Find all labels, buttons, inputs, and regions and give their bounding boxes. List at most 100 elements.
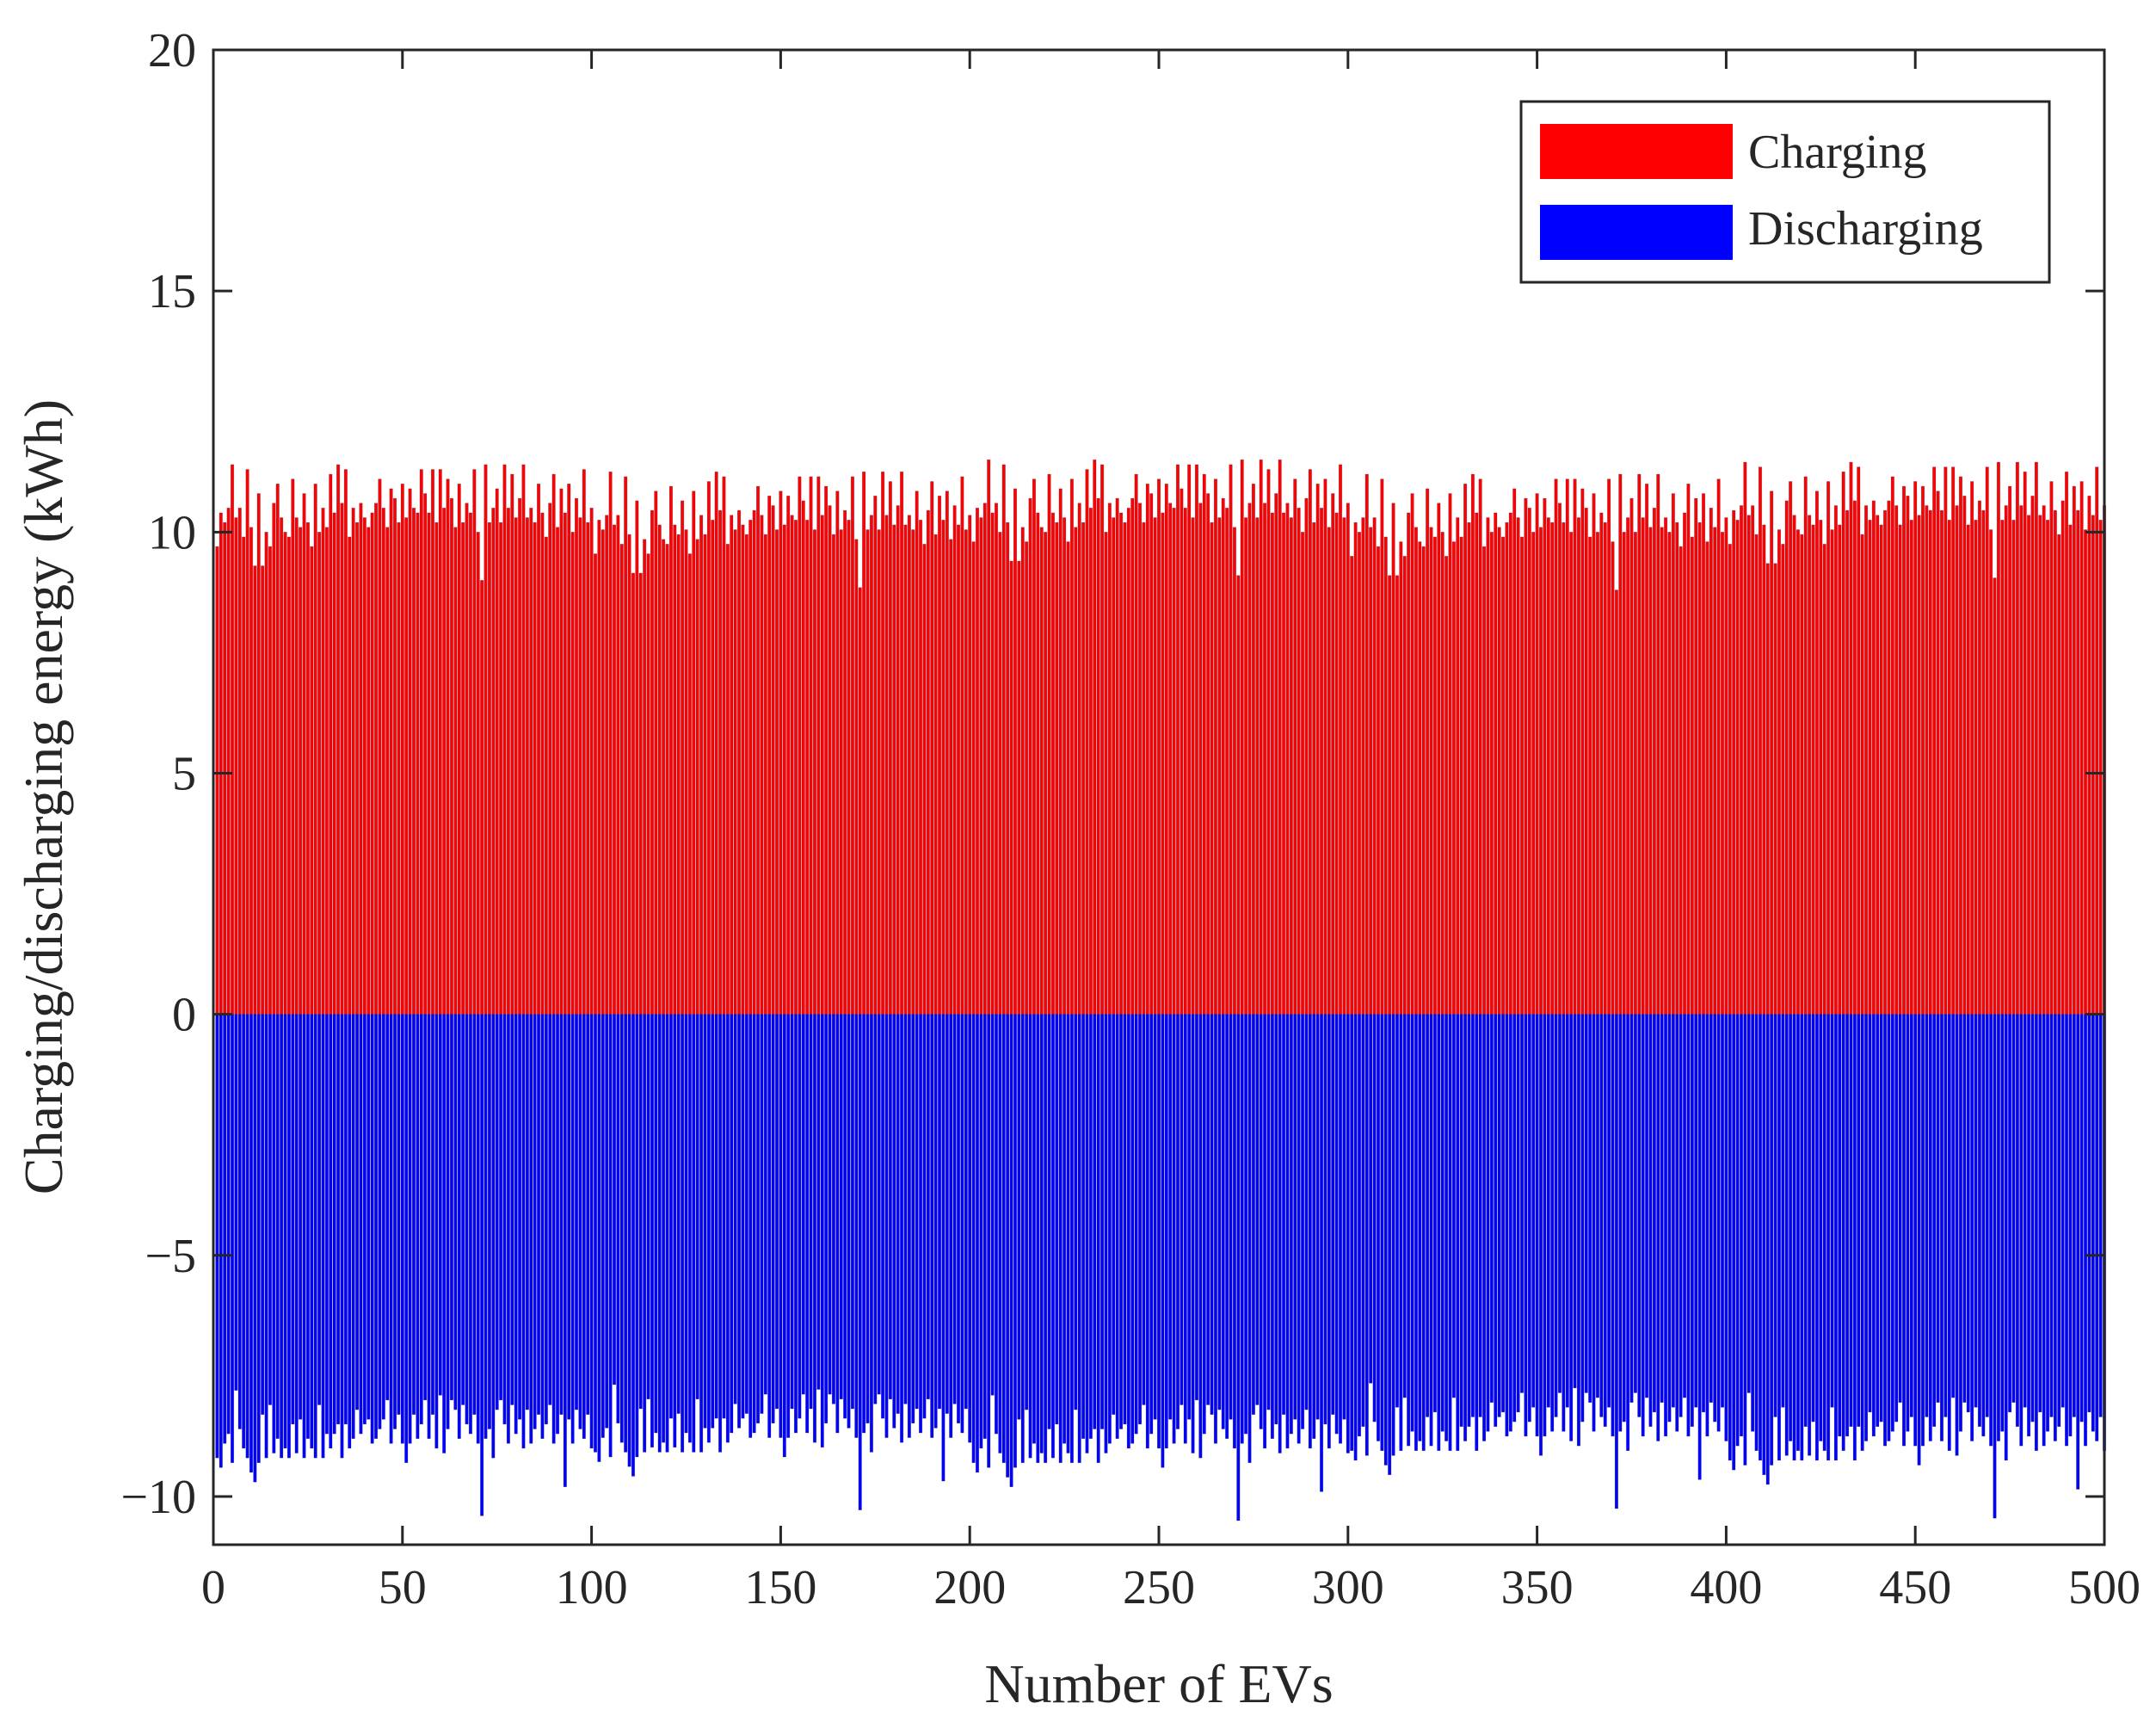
discharging-bar-318 (1414, 1014, 1418, 1452)
charging-bar-489 (2061, 500, 2065, 1015)
discharging-bar-373 (1622, 1014, 1626, 1423)
discharging-bar-266 (1217, 1014, 1222, 1410)
charging-bar-147 (767, 495, 772, 1015)
discharging-bar-261 (1198, 1014, 1203, 1459)
charging-bar-14 (264, 532, 268, 1015)
charging-bar-124 (681, 500, 685, 1015)
charging-bar-49 (397, 521, 401, 1015)
charging-bar-210 (1006, 521, 1010, 1015)
discharging-bar-484 (2042, 1014, 2046, 1447)
charging-bar-367 (1599, 512, 1604, 1015)
discharging-bar-225 (1063, 1014, 1067, 1444)
discharging-bar-173 (865, 1014, 870, 1424)
discharging-bar-450 (1913, 1014, 1918, 1447)
charging-bar-277 (1259, 459, 1263, 1015)
charging-bar-224 (1058, 488, 1063, 1015)
charging-bar-432 (1845, 509, 1850, 1015)
discharging-bar-211 (1009, 1014, 1013, 1488)
charging-bar-459 (1947, 520, 1951, 1015)
charging-bar-194 (945, 491, 949, 1015)
discharging-bar-143 (752, 1014, 756, 1434)
charging-bar-373 (1622, 532, 1626, 1015)
charging-bar-463 (1962, 495, 1967, 1015)
discharging-bar-445 (1894, 1014, 1899, 1423)
discharging-bar-162 (824, 1014, 829, 1424)
x-tick-label: 200 (933, 1561, 1006, 1614)
discharging-bar-16 (272, 1014, 276, 1453)
discharging-bar-464 (1966, 1014, 1970, 1413)
charging-bar-131 (706, 481, 711, 1015)
discharging-bar-3 (223, 1014, 227, 1444)
discharging-bar-329 (1456, 1014, 1460, 1452)
discharging-bar-475 (2008, 1014, 2012, 1413)
charging-bar-326 (1445, 556, 1449, 1015)
charging-bar-40 (362, 517, 367, 1015)
discharging-bar-183 (903, 1014, 908, 1404)
discharging-bar-477 (2015, 1014, 2019, 1428)
charging-bar-466 (1974, 520, 1978, 1015)
discharging-bar-103 (601, 1014, 605, 1438)
discharging-bar-41 (367, 1014, 371, 1420)
discharging-bar-231 (1085, 1014, 1089, 1453)
discharging-bar-267 (1221, 1014, 1225, 1429)
charging-bar-79 (510, 473, 514, 1015)
discharging-bar-379 (1645, 1014, 1649, 1398)
discharging-bar-427 (1826, 1014, 1831, 1461)
charging-bar-464 (1966, 524, 1970, 1015)
charging-bar-255 (1175, 464, 1180, 1015)
discharging-bar-150 (779, 1014, 783, 1438)
charging-bar-3 (223, 521, 227, 1015)
charging-bar-19 (283, 532, 287, 1015)
charging-bar-101 (593, 553, 598, 1015)
discharging-bar-274 (1247, 1014, 1252, 1464)
charging-bar-237 (1107, 503, 1112, 1015)
discharging-bar-104 (605, 1014, 609, 1429)
charging-bar-450 (1913, 481, 1918, 1015)
y-tick-label: 5 (172, 747, 196, 800)
charging-bar-225 (1063, 517, 1067, 1015)
discharging-bar-375 (1629, 1014, 1634, 1404)
charging-bar-275 (1251, 483, 1255, 1015)
charging-bar-184 (907, 515, 911, 1015)
discharging-bar-227 (1069, 1014, 1074, 1464)
discharging-bar-465 (1970, 1014, 1974, 1441)
charging-bar-429 (1833, 505, 1838, 1015)
discharging-bar-330 (1459, 1014, 1463, 1428)
charging-bar-322 (1429, 527, 1433, 1015)
charging-bar-83 (525, 517, 529, 1015)
discharging-bar-422 (1808, 1014, 1812, 1456)
charging-bar-7 (237, 508, 242, 1015)
charging-bar-152 (786, 495, 791, 1015)
discharging-bar-416 (1784, 1014, 1789, 1456)
discharging-bar-112 (635, 1014, 639, 1458)
charging-bar-207 (994, 503, 999, 1015)
charging-bar-399 (1720, 532, 1725, 1015)
charging-bar-448 (1906, 495, 1910, 1015)
charging-bar-310 (1383, 536, 1388, 1015)
discharging-bar-459 (1947, 1014, 1951, 1452)
discharging-bar-215 (1025, 1014, 1029, 1410)
charging-bar-33 (336, 464, 341, 1015)
charging-bar-471 (1993, 577, 1997, 1015)
x-tick-label: 250 (1123, 1561, 1195, 1614)
discharging-bar-234 (1096, 1014, 1100, 1464)
discharging-bar-77 (502, 1014, 507, 1425)
discharging-bar-463 (1962, 1014, 1967, 1404)
discharging-bar-204 (983, 1014, 987, 1440)
charging-bar-150 (779, 491, 783, 1015)
charging-bar-232 (1088, 508, 1093, 1015)
discharging-bar-109 (624, 1014, 628, 1453)
y-tick-label: −10 (120, 1471, 196, 1524)
charging-bar-72 (484, 464, 488, 1015)
charging-bar-486 (2049, 481, 2054, 1015)
discharging-bar-251 (1161, 1014, 1165, 1468)
discharging-bar-33 (336, 1014, 341, 1425)
charging-bar-168 (847, 520, 851, 1015)
charging-bar-23 (299, 527, 303, 1015)
charging-bar-389 (1682, 512, 1687, 1015)
charging-bar-111 (631, 572, 636, 1015)
charging-bar-435 (1857, 466, 1861, 1015)
charging-bar-401 (1728, 544, 1732, 1015)
charging-bar-363 (1584, 508, 1588, 1015)
discharging-bar-135 (722, 1014, 726, 1419)
